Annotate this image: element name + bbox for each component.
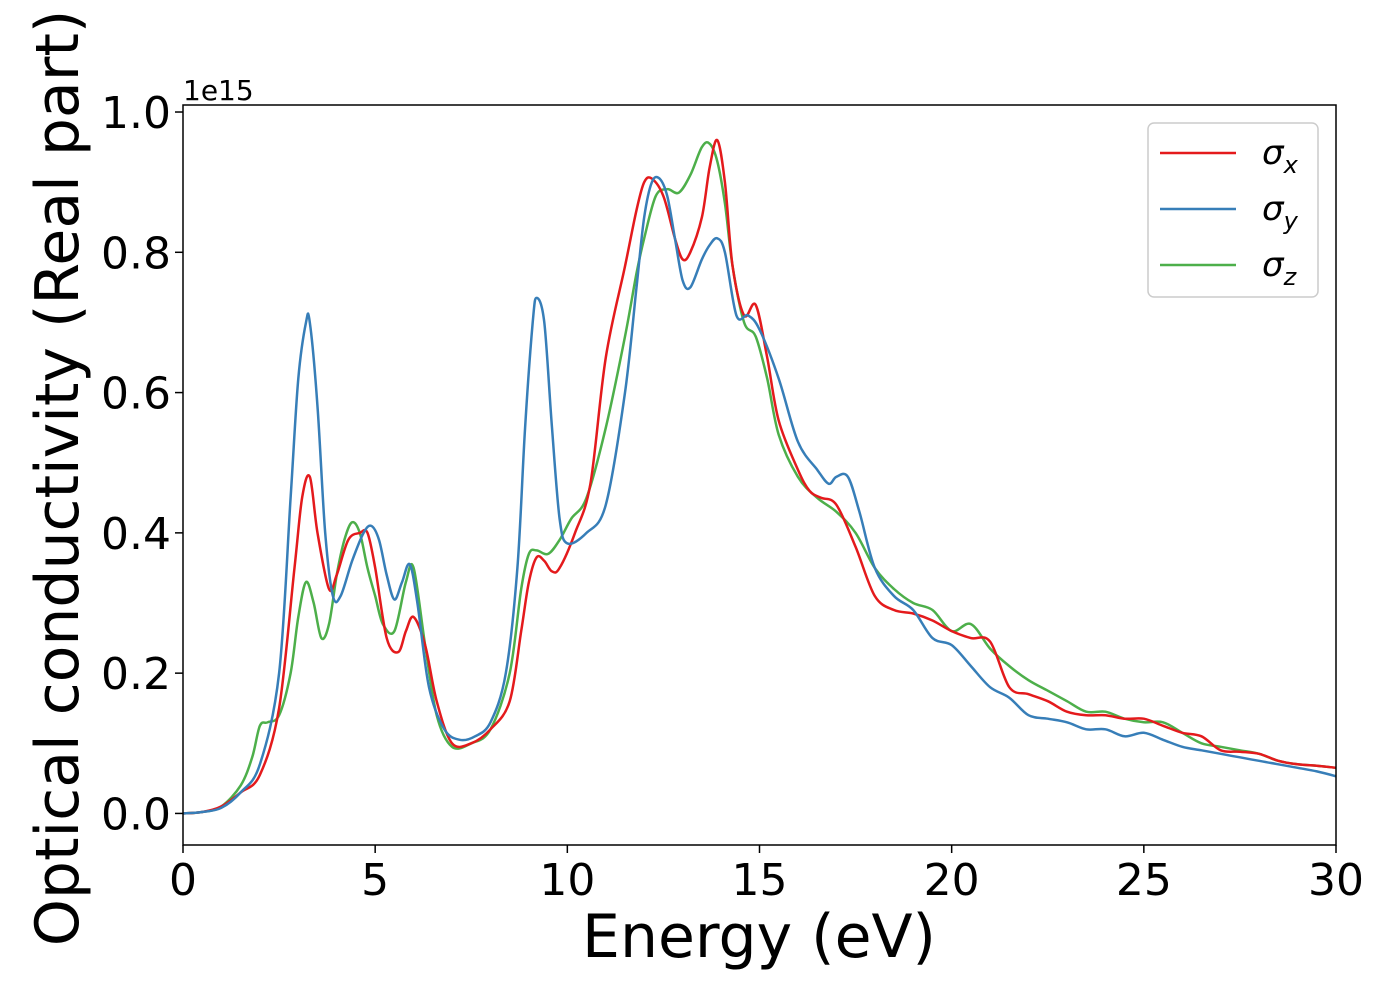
plot-clip-group bbox=[183, 138, 1336, 815]
x-tick-label: 25 bbox=[1116, 855, 1172, 906]
legend-symbol: σ bbox=[1262, 245, 1285, 285]
legend-symbol: σ bbox=[1262, 189, 1285, 229]
y-tick-label: 0.2 bbox=[101, 649, 171, 700]
x-tick-label: 15 bbox=[732, 855, 788, 906]
y-tick-label: 0.6 bbox=[101, 369, 171, 420]
plot-frame bbox=[182, 104, 1337, 846]
legend-label-z: σz bbox=[1262, 245, 1298, 291]
x-axis-title: Energy (eV) bbox=[582, 902, 936, 972]
y-tick-label: 0.8 bbox=[101, 228, 171, 279]
series-line-y bbox=[183, 175, 1336, 815]
y-axis-title: Optical conductivity (Real part) bbox=[23, 10, 93, 947]
y-offset-label: 1e15 bbox=[183, 74, 254, 107]
y-tick-label: 1.0 bbox=[101, 88, 171, 139]
legend-subscript: y bbox=[1283, 207, 1299, 235]
x-tick-label: 5 bbox=[361, 855, 389, 906]
x-tick-label: 30 bbox=[1308, 855, 1364, 906]
x-tick-label: 10 bbox=[539, 855, 595, 906]
legend-label-x: σx bbox=[1262, 133, 1299, 179]
x-tick-marks bbox=[182, 845, 1337, 853]
x-tick-label: 0 bbox=[169, 855, 197, 906]
legend-symbol: σ bbox=[1262, 133, 1285, 173]
legend-label-y: σy bbox=[1262, 189, 1299, 235]
x-tick-label: 20 bbox=[924, 855, 980, 906]
y-tick-label: 0.0 bbox=[101, 789, 171, 840]
y-tick-marks bbox=[175, 111, 183, 815]
legend-subscript: z bbox=[1283, 263, 1298, 291]
legend-subscript: x bbox=[1283, 151, 1299, 179]
y-tick-label: 0.4 bbox=[101, 509, 171, 560]
